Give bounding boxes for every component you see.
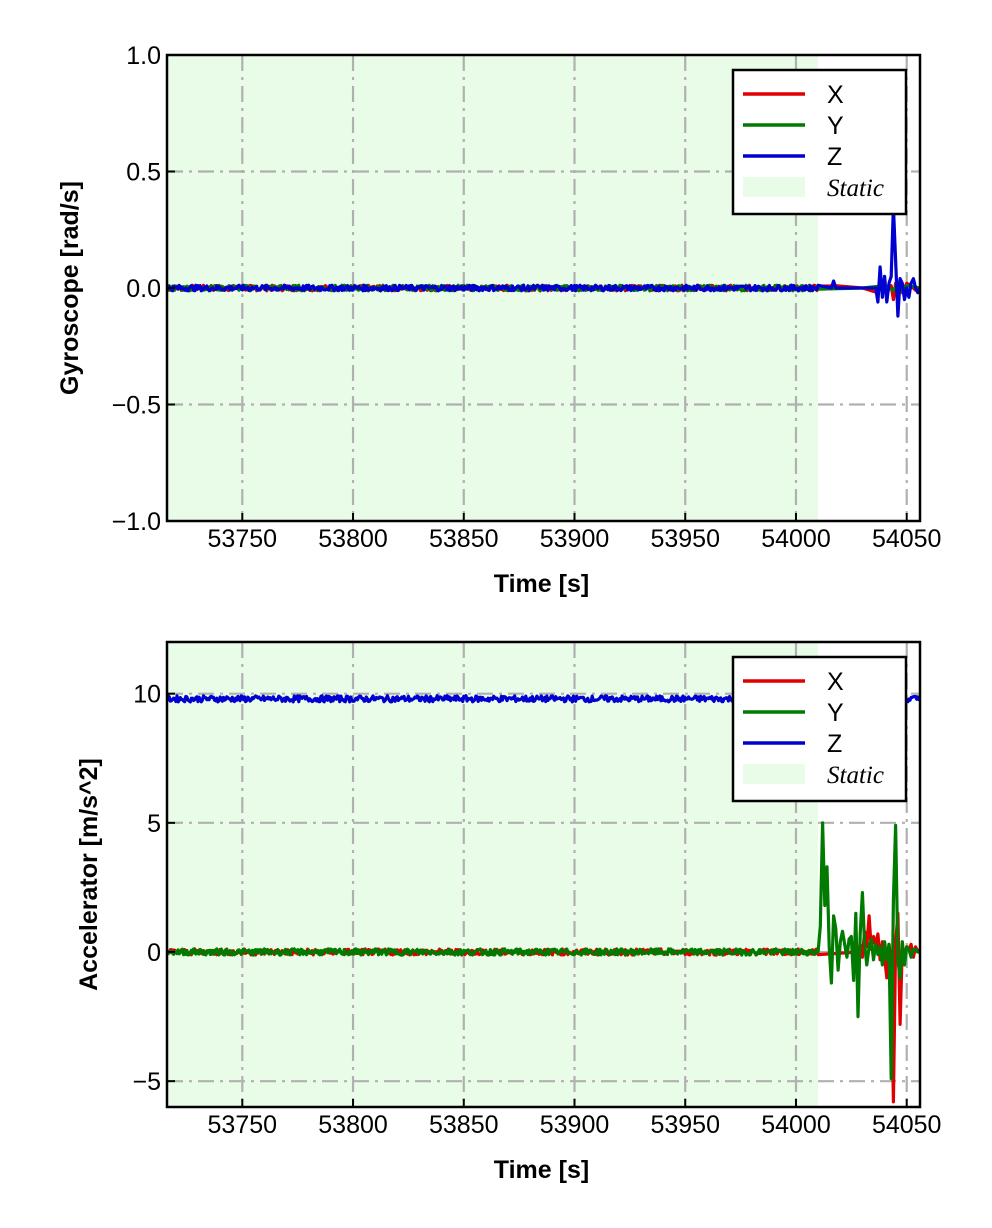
legend-swatch-static bbox=[743, 764, 805, 784]
x-tick-label: 53900 bbox=[540, 1111, 610, 1139]
legend-label-static: Static bbox=[827, 762, 884, 789]
y-tick-label: −0.5 bbox=[112, 392, 161, 420]
accelerometer-panel: 53750 53800 53850 53900 53950 54000 54050 −5 0 5 1… bbox=[75, 640, 942, 1184]
legend: XYZ Static bbox=[731, 68, 908, 216]
y-tick-label: 0.5 bbox=[126, 159, 161, 187]
y-tick-label: 0 bbox=[147, 939, 161, 967]
legend-label-static: Static bbox=[827, 175, 884, 202]
x-tick-label: 54000 bbox=[761, 1111, 831, 1139]
x-tick-label: 54000 bbox=[761, 525, 831, 553]
x-axis-label: Time [s] bbox=[494, 570, 589, 598]
y-tick-label: 10 bbox=[133, 681, 161, 709]
x-tick-label: 54050 bbox=[872, 1111, 942, 1139]
x-axis-label: Time [s] bbox=[494, 1156, 589, 1184]
legend-swatch-static bbox=[743, 177, 805, 197]
y-axis-label: Gyroscope [rad/s] bbox=[56, 181, 84, 395]
x-tick-label: 53950 bbox=[650, 1111, 720, 1139]
x-tick-label: 53850 bbox=[429, 1111, 499, 1139]
static-region bbox=[167, 642, 819, 1107]
legend-label-y: Y bbox=[827, 112, 844, 140]
x-tick-label: 53750 bbox=[208, 1111, 278, 1139]
y-tick-label: 0.0 bbox=[126, 275, 161, 303]
y-tick-label: −5 bbox=[132, 1068, 161, 1096]
legend-label-x: X bbox=[827, 668, 844, 696]
x-tick-label: 53900 bbox=[540, 525, 610, 553]
legend-label-z: Z bbox=[827, 730, 842, 758]
x-tick-label: 53750 bbox=[208, 525, 278, 553]
x-tick-label: 53800 bbox=[318, 1111, 388, 1139]
series-line-y bbox=[167, 821, 920, 1081]
x-tick-label: 53800 bbox=[318, 525, 388, 553]
series-line-z bbox=[167, 204, 920, 318]
legend-label-x: X bbox=[827, 81, 844, 109]
y-tick-label: 1.0 bbox=[126, 42, 161, 70]
y-axis-label: Accelerator [m/s^2] bbox=[75, 758, 103, 991]
gyroscope-panel: 53750 53800 53850 53900 53950 54000 54050 −1.0 −… bbox=[56, 42, 941, 598]
x-tick-label: 53850 bbox=[429, 525, 499, 553]
legend-label-z: Z bbox=[827, 143, 842, 171]
plot-frame bbox=[165, 640, 922, 1109]
legend: XYZ Static bbox=[731, 655, 908, 803]
y-tick-label: −1.0 bbox=[112, 508, 161, 536]
series-lines bbox=[167, 204, 920, 318]
y-tick-label: 5 bbox=[147, 810, 161, 838]
x-tick-label: 54050 bbox=[872, 525, 942, 553]
legend-label-y: Y bbox=[827, 699, 844, 727]
x-tick-label: 53950 bbox=[650, 525, 720, 553]
